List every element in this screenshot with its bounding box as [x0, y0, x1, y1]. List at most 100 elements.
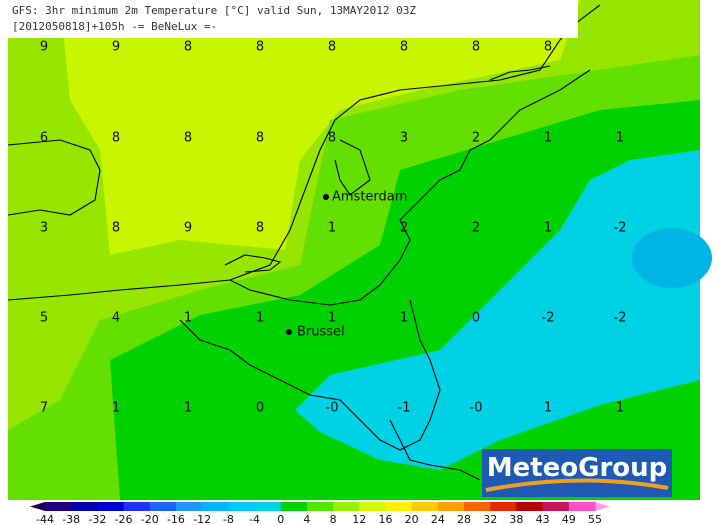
map — [7, 0, 712, 500]
field-warm — [60, 0, 580, 255]
grid-value: 2 — [472, 221, 480, 236]
grid-value: -2 — [614, 221, 627, 236]
grid-value: 8 — [544, 40, 552, 55]
legend-label: 16 — [378, 513, 392, 525]
legend-label: 8 — [330, 513, 337, 525]
legend-swatch — [568, 502, 596, 511]
legend-arrow — [595, 502, 610, 511]
grid-value: 1 — [616, 401, 624, 416]
legend-label: 43 — [536, 513, 550, 525]
grid-value: 9 — [184, 221, 192, 236]
coastline — [224, 254, 282, 273]
grid-value: 1 — [328, 311, 336, 326]
legend-swatch — [542, 502, 570, 511]
legend-swatch — [490, 502, 517, 511]
legend-label: 32 — [483, 513, 497, 525]
grid-value: 0 — [256, 401, 264, 416]
logo: MeteoGroup — [482, 449, 672, 497]
header-title: GFS: 3hr minimum 2m Temperature [°C] val… — [12, 4, 416, 17]
grid-value: 4 — [112, 311, 120, 326]
legend-label: -4 — [249, 513, 260, 525]
legend-swatch — [202, 502, 229, 511]
legend-label: 49 — [562, 513, 576, 525]
grid-value: 1 — [328, 221, 336, 236]
logo-swoosh — [485, 478, 669, 492]
coastline — [489, 65, 551, 81]
city-dot — [323, 194, 329, 200]
grid-value: 1 — [112, 401, 120, 416]
header-box — [8, 0, 578, 38]
border — [389, 419, 481, 481]
legend-swatch — [516, 502, 544, 511]
grid-value: 8 — [256, 40, 264, 55]
legend-swatch — [45, 502, 72, 511]
grid-value: 8 — [256, 131, 264, 146]
grid-value: 8 — [112, 131, 120, 146]
grid-value: -1 — [398, 401, 411, 416]
legend-arrow — [30, 502, 45, 511]
legend-label: 12 — [352, 513, 366, 525]
grid-value: 5 — [40, 311, 48, 326]
city-label: Brussel — [297, 325, 345, 340]
grid-value: 8 — [256, 221, 264, 236]
grid-value: 1 — [544, 131, 552, 146]
grid-value: -2 — [614, 311, 627, 326]
grid-value: 7 — [40, 401, 48, 416]
city-dot — [286, 329, 292, 335]
field-cold — [295, 150, 700, 470]
legend-label: 55 — [588, 513, 602, 525]
coastline — [7, 139, 101, 216]
legend-swatch — [228, 502, 256, 511]
legend-swatch — [411, 502, 439, 511]
grid-value: 0 — [472, 311, 480, 326]
field-colder — [632, 228, 712, 288]
grid-value: 1 — [544, 401, 552, 416]
grid-value: -0 — [470, 401, 483, 416]
legend-swatch — [464, 502, 491, 511]
legend-label: -32 — [88, 513, 106, 525]
legend-label: 20 — [405, 513, 419, 525]
legend-swatch — [254, 502, 282, 511]
grid-value: 1 — [184, 401, 192, 416]
grid-value: 1 — [256, 311, 264, 326]
legend-label: 24 — [431, 513, 445, 525]
grid-value: 2 — [472, 131, 480, 146]
logo-text: MeteoGroup — [487, 453, 668, 483]
city-label: Amsterdam — [332, 190, 407, 205]
logo-box — [482, 449, 672, 497]
legend-swatch — [175, 502, 203, 511]
grid-value: 1 — [544, 221, 552, 236]
grid-value: 8 — [472, 40, 480, 55]
border — [179, 299, 441, 451]
legend-swatch — [385, 502, 413, 511]
border — [229, 69, 591, 306]
grid-value: 8 — [184, 40, 192, 55]
legend-label: -16 — [167, 513, 185, 525]
legend-label: -38 — [62, 513, 80, 525]
legend-swatch — [437, 502, 465, 511]
legend-swatch — [333, 502, 360, 511]
legend-swatch — [97, 502, 125, 511]
grid-value: 3 — [400, 131, 408, 146]
legend-swatch — [149, 502, 177, 511]
legend-label: 38 — [509, 513, 523, 525]
legend: -44 -38 -32 -26 -20 -16 -12 -8 -4 0 4 8 12 16 20 24 28 32… — [30, 502, 610, 525]
legend-swatch — [280, 502, 308, 511]
legend-label: 0 — [277, 513, 284, 525]
grid-value: 6 — [40, 131, 48, 146]
legend-label: -20 — [141, 513, 159, 525]
legend-swatch — [359, 502, 386, 511]
legend-label: -8 — [223, 513, 234, 525]
legend-label: -44 — [36, 513, 54, 525]
grid-value: 1 — [184, 311, 192, 326]
grid-value: 9 — [112, 40, 120, 55]
coastline — [7, 4, 601, 301]
grid-values: 9 9 8 8 8 8 8 8 6 8 8 8 8 3 2 1 1 3 8 9 8 1 2 2 1 -2 5 4 1 1 1 1 0 -2 -2 7 1… — [40, 40, 627, 416]
grid-value: 8 — [328, 40, 336, 55]
grid-value: -0 — [326, 401, 339, 416]
grid-value: 8 — [184, 131, 192, 146]
grid-value: 9 — [40, 40, 48, 55]
grid-value: 2 — [400, 221, 408, 236]
legend-label: 28 — [457, 513, 471, 525]
